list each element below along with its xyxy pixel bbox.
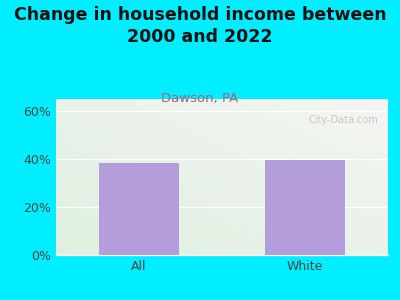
Bar bbox=[99, 163, 179, 255]
Text: City-Data.com: City-Data.com bbox=[308, 115, 378, 124]
Bar bbox=[265, 160, 345, 255]
Text: Dawson, PA: Dawson, PA bbox=[161, 92, 239, 104]
Text: Change in household income between
2000 and 2022: Change in household income between 2000 … bbox=[14, 6, 386, 46]
